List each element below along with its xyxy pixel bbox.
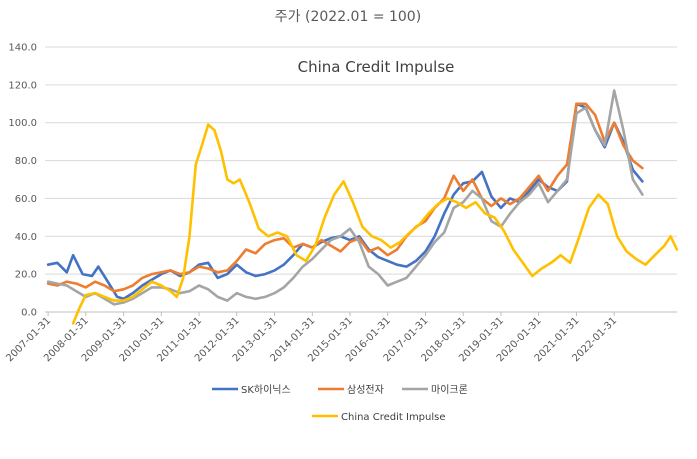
y-tick-label: 40.0 [15, 232, 37, 243]
gridlines [45, 46, 677, 313]
y-tick-label: 140.0 [8, 43, 37, 54]
x-axis: 2007-01-312008-01-312009-01-312010-01-31… [4, 312, 619, 364]
y-tick-label: 80.0 [15, 156, 37, 167]
series-line-sk [46, 102, 644, 301]
y-axis: 0.0 20.0 40.0 60.0 80.0 100.0 120.0 140.0 [8, 43, 37, 319]
chart-title: 주가 (2022.01 = 100) [275, 9, 421, 25]
y-tick-label: 20.0 [15, 270, 37, 281]
y-tick-label: 60.0 [15, 194, 37, 205]
series-layer [46, 89, 679, 325]
y-tick-label: 100.0 [8, 118, 37, 129]
chart-subtitle: China Credit Impulse [298, 58, 455, 76]
series-line-series [46, 102, 644, 293]
y-tick-label: 120.0 [8, 80, 37, 91]
legend: SK하이닉스 삼성전자 마이크론 China Credit Impulse [212, 383, 468, 423]
legend-label: 삼성전자 [347, 384, 384, 396]
series-line-china-credit-impulse [71, 123, 679, 325]
y-tick-label: 0.0 [21, 308, 37, 319]
legend-label: China Credit Impulse [341, 412, 446, 423]
series-line-series [46, 89, 644, 306]
legend-label: SK하이닉스 [241, 383, 291, 396]
legend-label: 마이크론 [431, 384, 468, 396]
